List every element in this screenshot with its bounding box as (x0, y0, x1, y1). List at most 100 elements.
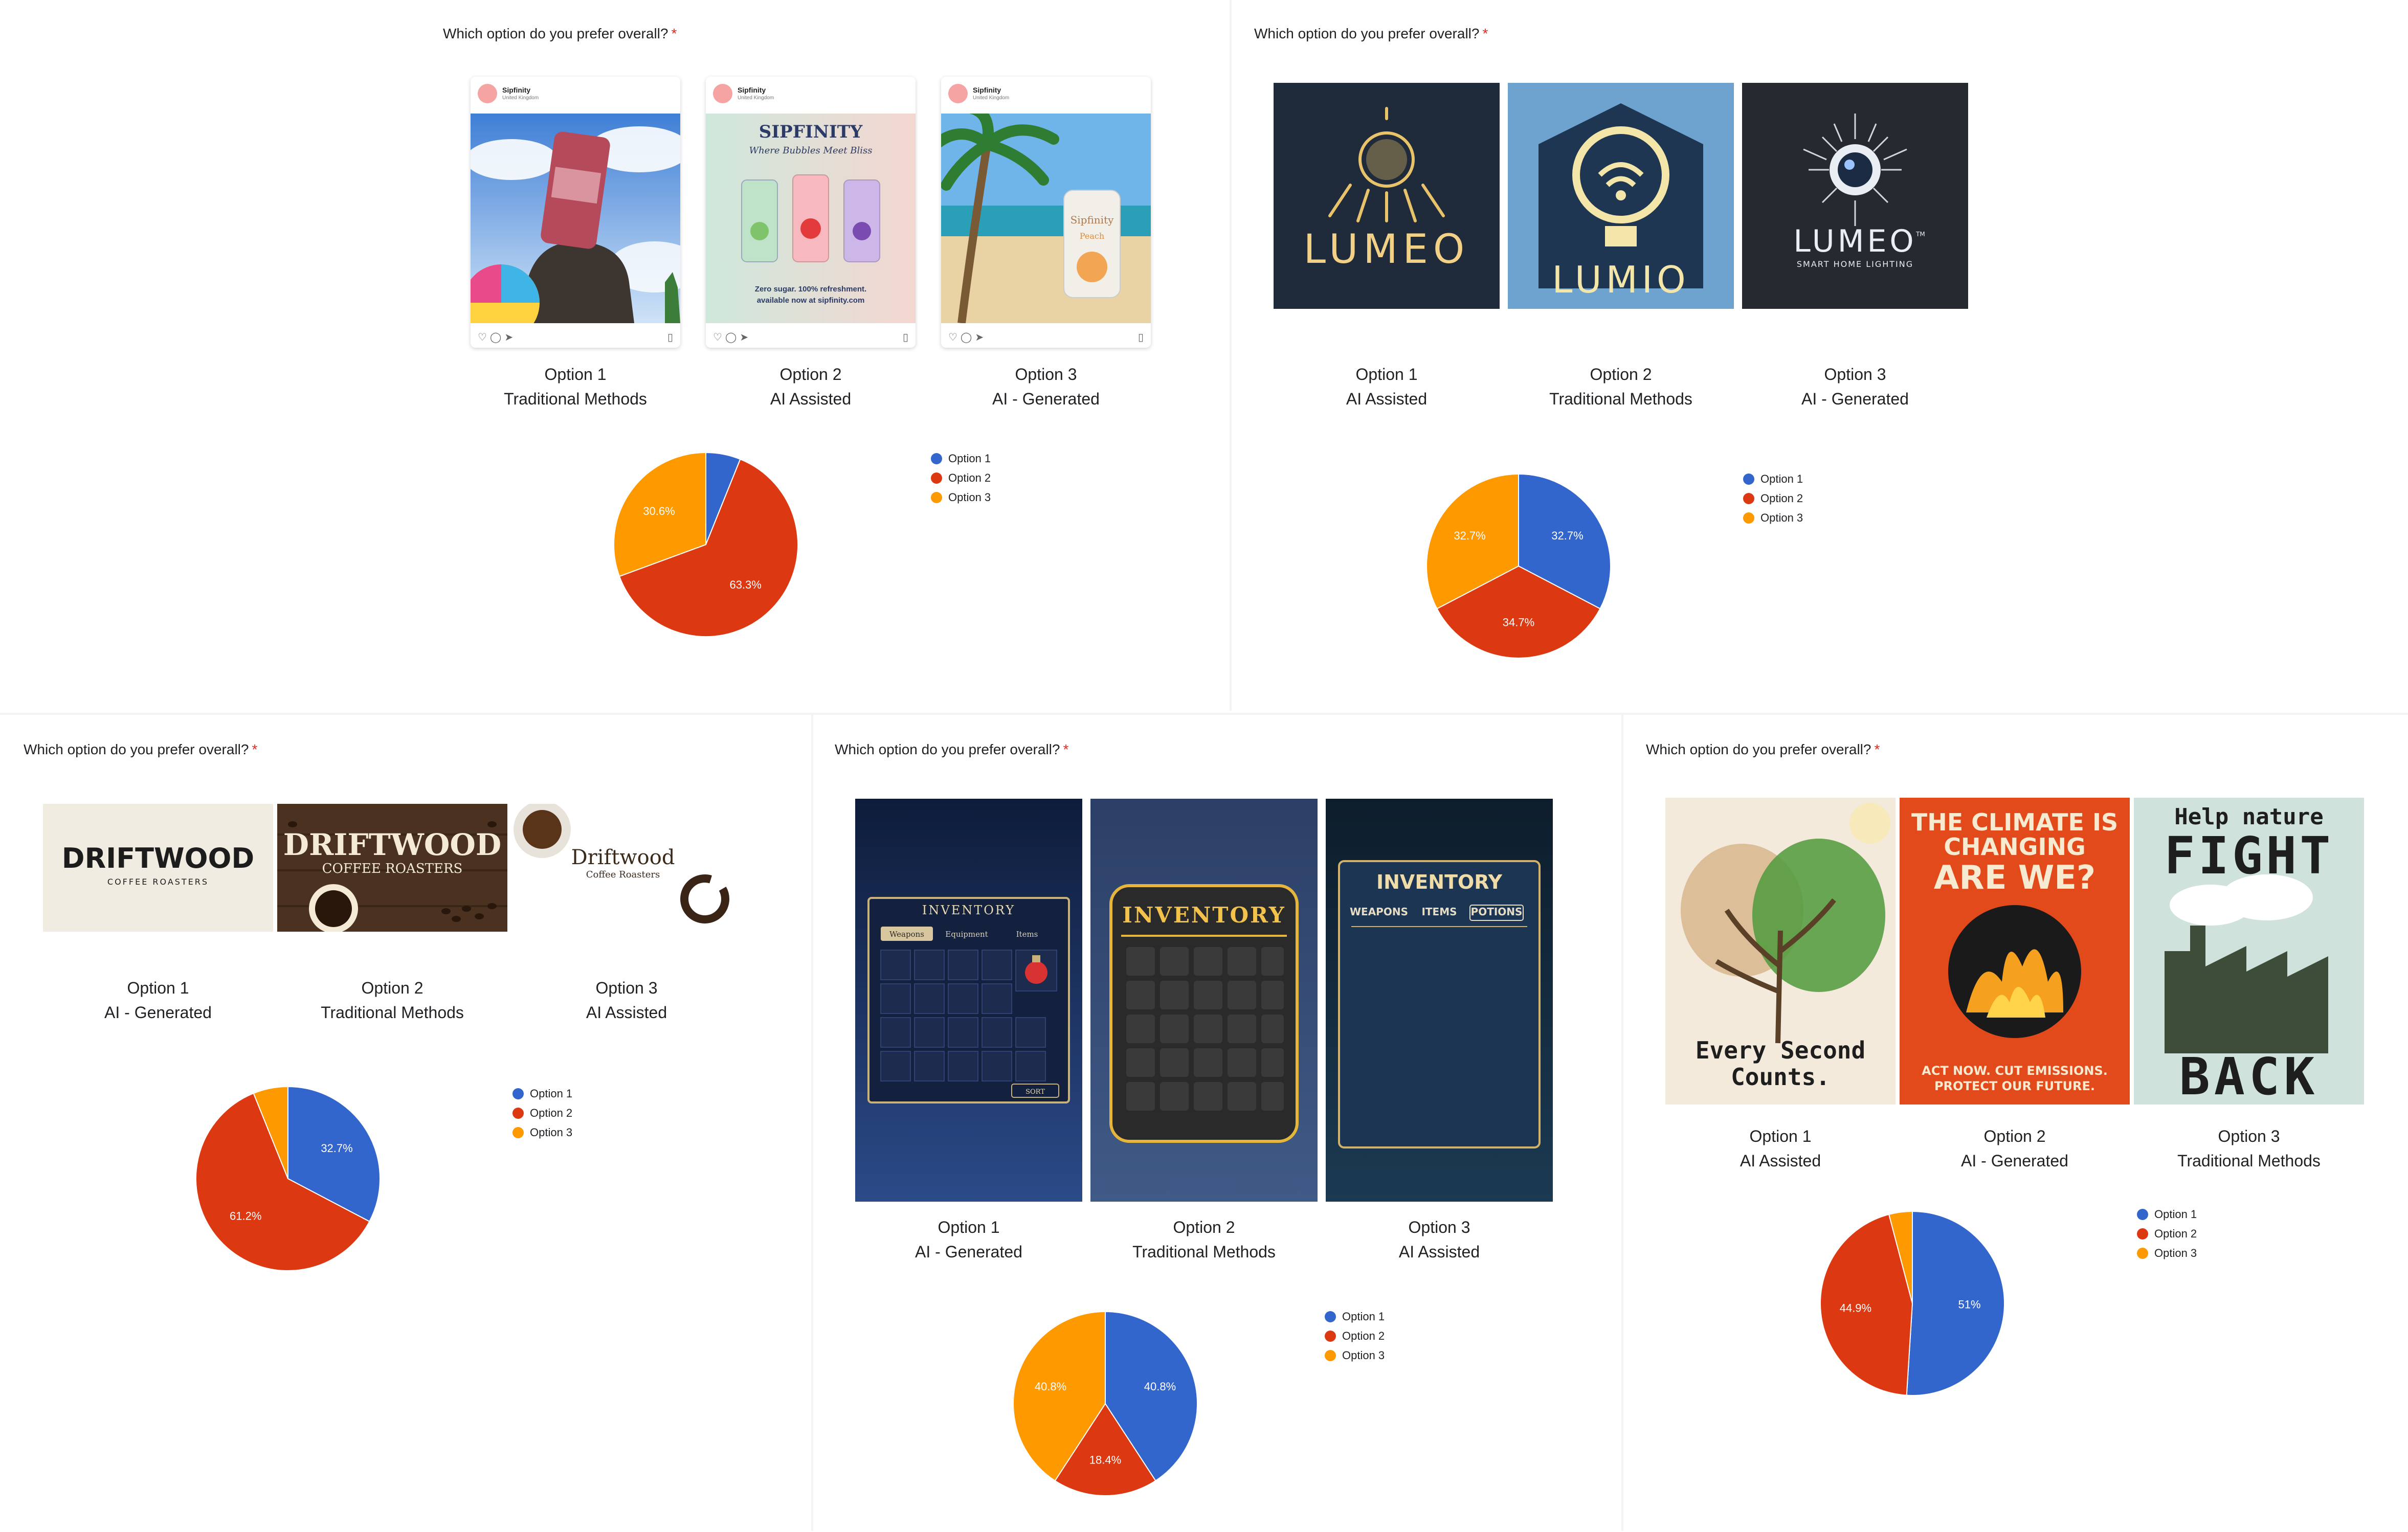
legend-swatch (1325, 1350, 1336, 1361)
option-method: AI Assisted (770, 390, 852, 408)
logo-text: LUMEO (1304, 227, 1470, 273)
option-2-caption: Option 2 Traditional Methods (1102, 1215, 1306, 1264)
post-footer-line-2: available now at sipfinity.com (756, 296, 865, 305)
poster-line-2: CHANGING (1944, 833, 2085, 861)
legend-label: Option 1 (1760, 472, 1803, 485)
question-text: Which option do you prefer overall? (24, 741, 249, 757)
poster-line-1: Every Second (1696, 1037, 1865, 1064)
post-location: United Kingdom (973, 95, 1010, 101)
legend-label: Option 1 (530, 1087, 573, 1100)
legend-item: Option 3 (1325, 1346, 1385, 1365)
legend-item: Option 1 (1743, 469, 1803, 489)
poster-line-2: Counts. (1731, 1063, 1830, 1091)
legend-swatch (1743, 474, 1754, 485)
option-3-caption: Option 3 AI Assisted (1337, 1215, 1542, 1264)
option-method: AI - Generated (104, 1003, 212, 1022)
slice-label-2: 34.7% (1503, 616, 1534, 628)
post-brand: Sipfinity (502, 86, 531, 94)
poster-footer-1: ACT NOW. CUT EMISSIONS. (1922, 1064, 2108, 1078)
option-1-image: DRIFTWOOD COFFEE ROASTERS (43, 804, 273, 932)
like-comment-share-icon: ♡◯➤ (478, 332, 517, 343)
logo-subtext: COFFEE ROASTERS (322, 861, 463, 876)
pie-chart: 40.8% 18.4% 40.8% (1013, 1311, 1198, 1496)
option-name: Option 3 (595, 979, 658, 997)
slice-label-2: 18.4% (1089, 1453, 1121, 1466)
option-name: Option 3 (2218, 1127, 2280, 1145)
post-header: Sipfinity United Kingdom (706, 77, 916, 109)
legend-item: Option 3 (2137, 1244, 2197, 1263)
option-name: Option 1 (938, 1218, 1000, 1236)
trademark-mark: TM (1915, 231, 1925, 238)
option-1-image: Sipfinity United Kingdom ♡◯➤ ▯ (471, 77, 680, 348)
legend-swatch (1743, 493, 1754, 504)
poster-line-2: FIGHT (2164, 826, 2333, 886)
legend-swatch (2137, 1228, 2148, 1240)
slice-label-3: 30.6% (643, 505, 675, 517)
post-header: Sipfinity United Kingdom (941, 77, 1151, 109)
legend-item: Option 3 (1743, 508, 1803, 528)
pie-slice-2 (1054, 1403, 1156, 1496)
logo-text: DRIFTWOOD (283, 827, 501, 862)
legend-item: Option 2 (931, 468, 991, 488)
pie-slice-2 (1436, 565, 1601, 659)
option-method: AI - Generated (1801, 390, 1909, 408)
poster-footer-2: PROTECT OUR FUTURE. (1934, 1079, 2095, 1093)
card-divider (0, 713, 2408, 715)
legend-label: Option 3 (948, 491, 991, 504)
option-2-caption: Option 2 AI - Generated (1912, 1124, 2117, 1173)
chart-legend: Option 1 Option 2 Option 3 (931, 449, 991, 507)
post-headline: SIPFINITY (759, 122, 863, 142)
chart-legend: Option 1 Option 2 Option 3 (2137, 1205, 2197, 1263)
option-method: AI Assisted (1740, 1152, 1821, 1170)
legend-label: Option 2 (530, 1107, 573, 1119)
required-asterisk: * (671, 26, 677, 41)
post-footer-line-1: Zero sugar. 100% refreshment. (754, 285, 867, 294)
sort-button: SORT (1025, 1088, 1045, 1096)
question-title: Which option do you prefer overall? * (1254, 26, 1488, 42)
post-header: Sipfinity United Kingdom (471, 77, 680, 109)
option-3-caption: Option 3 AI - Generated (944, 362, 1148, 411)
option-method: AI Assisted (1398, 1243, 1480, 1261)
chart-legend: Option 1 Option 2 Option 3 (512, 1084, 572, 1142)
inventory-title: INVENTORY (1122, 903, 1285, 928)
legend-swatch (512, 1127, 524, 1138)
option-name: Option 2 (1590, 365, 1652, 384)
post-brand: Sipfinity (973, 86, 1001, 94)
legend-swatch (512, 1108, 524, 1119)
option-1-caption: Option 1 Traditional Methods (473, 362, 678, 411)
avatar (478, 84, 497, 103)
tab-potions: POTIONS (1471, 906, 1523, 918)
post-brand: Sipfinity (738, 86, 766, 94)
question-title: Which option do you prefer overall? * (835, 741, 1068, 758)
option-2-caption: Option 2 Traditional Methods (1519, 362, 1723, 411)
question-title: Which option do you prefer overall? * (24, 741, 257, 758)
question-text: Which option do you prefer overall? (835, 741, 1060, 757)
tab-equipment: Equipment (945, 930, 988, 939)
slice-label-1: 32.7% (321, 1142, 352, 1155)
card-divider (811, 713, 813, 1531)
save-icon: ▯ (1138, 332, 1144, 343)
legend-item: Option 2 (2137, 1224, 2197, 1244)
slice-label-1: 51% (1958, 1298, 1981, 1311)
logo-text: DRIFTWOOD (62, 842, 254, 874)
post-location: United Kingdom (738, 95, 774, 101)
legend-swatch (1743, 512, 1754, 524)
pie-chart: 63.3% 30.6% (613, 452, 798, 637)
legend-swatch (512, 1088, 524, 1099)
logo-text: LUMEO (1793, 223, 1916, 259)
legend-label: Option 3 (1342, 1349, 1385, 1362)
pie-slice-3 (1888, 1210, 1913, 1304)
inventory-title: INVENTORY (922, 903, 1015, 917)
slice-label-1: 32.7% (1551, 529, 1583, 542)
avatar (948, 84, 968, 103)
post-tagline: Where Bubbles Meet Bliss (749, 145, 873, 156)
legend-item: Option 1 (1325, 1307, 1385, 1326)
option-2-image: LUMIO (1508, 83, 1734, 309)
like-comment-share-icon: ♡◯➤ (713, 332, 752, 343)
chart-legend: Option 1 Option 2 Option 3 (1743, 469, 1803, 528)
legend-swatch (2137, 1248, 2148, 1259)
pie-slice-2 (1820, 1213, 1913, 1396)
pie-chart: 32.7% 61.2% (195, 1086, 381, 1271)
option-1-image: INVENTORY Weapons Equipment Items SORT (855, 799, 1082, 1202)
post-footer: ♡◯➤ ▯ (471, 327, 680, 348)
